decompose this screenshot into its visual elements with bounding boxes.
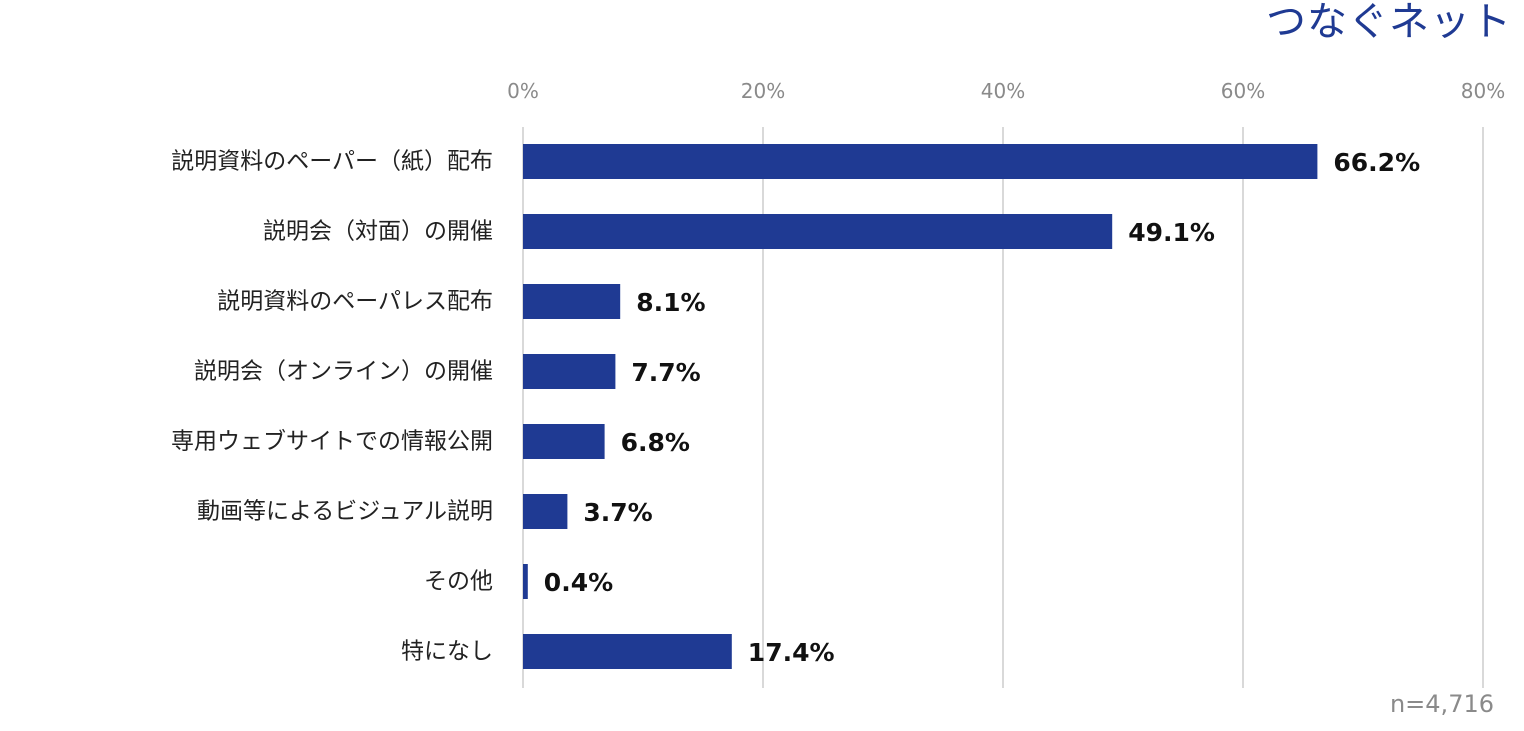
x-tick-label: 0% — [507, 79, 539, 103]
category-label: 説明資料のペーパレス配布 — [217, 289, 493, 315]
bar — [523, 144, 1318, 179]
x-tick-label: 20% — [741, 79, 785, 103]
x-axis-ticks: 0% 20% 40% 60% 80% — [507, 79, 1505, 103]
x-tick-label: 60% — [1221, 79, 1265, 103]
bar — [523, 494, 568, 529]
data-label: 3.7% — [583, 498, 652, 527]
bars — [523, 144, 1318, 669]
bar — [523, 214, 1113, 249]
value-labels: 66.2% 49.1% 8.1% 7.7% 6.8% 3.7% 0.4% 17.4% — [544, 148, 1420, 667]
category-label: 動画等によるビジュアル説明 — [197, 499, 493, 525]
data-label: 8.1% — [636, 288, 705, 317]
category-label: 特になし — [401, 639, 493, 665]
data-label: 17.4% — [748, 638, 835, 667]
bar — [523, 634, 732, 669]
data-label: 0.4% — [544, 568, 613, 597]
category-label: その他 — [424, 569, 493, 595]
category-labels: 説明資料のペーパー（紙）配布説明会（対面）の開催説明資料のペーパレス配布説明会（… — [171, 149, 493, 665]
x-tick-label: 80% — [1461, 79, 1505, 103]
x-tick-label: 40% — [981, 79, 1025, 103]
brand-logo: つなぐネット — [1266, 0, 1512, 45]
bar — [523, 564, 528, 599]
bar — [523, 424, 605, 459]
category-label: 説明会（対面）の開催 — [263, 219, 493, 245]
bar — [523, 354, 616, 389]
category-label: 説明資料のペーパー（紙）配布 — [171, 149, 493, 175]
bar — [523, 284, 621, 319]
data-label: 6.8% — [621, 428, 690, 457]
category-label: 説明会（オンライン）の開催 — [194, 359, 493, 385]
data-label: 49.1% — [1128, 218, 1215, 247]
grid-lines — [522, 127, 1484, 688]
sample-size-note: n=4,716 — [1389, 690, 1494, 718]
data-label: 7.7% — [631, 358, 700, 387]
category-label: 専用ウェブサイトでの情報公開 — [171, 429, 493, 455]
data-label: 66.2% — [1333, 148, 1420, 177]
